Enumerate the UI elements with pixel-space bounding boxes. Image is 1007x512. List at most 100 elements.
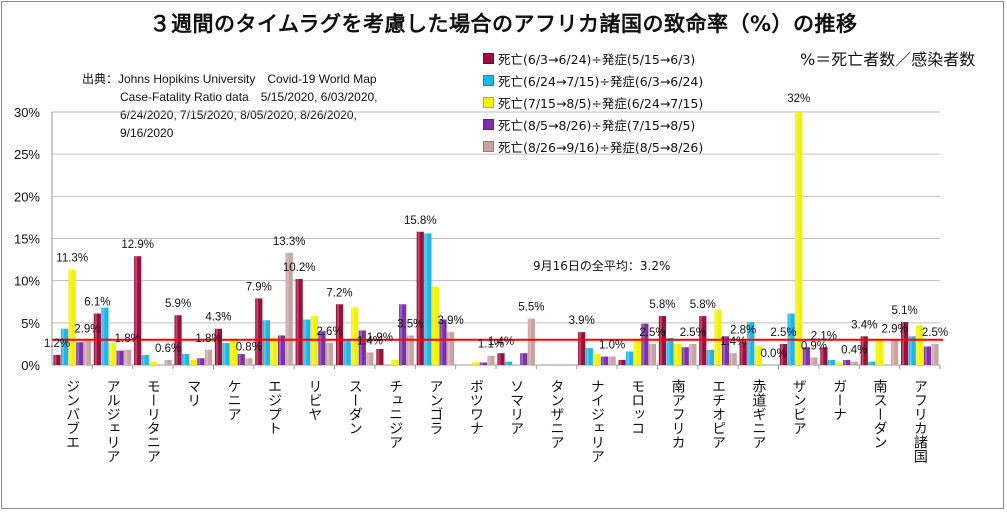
bar-highlight xyxy=(473,362,476,365)
bar-highlight xyxy=(667,338,670,365)
bar xyxy=(230,338,238,365)
bar xyxy=(860,336,868,365)
bar xyxy=(343,339,351,365)
bar-highlight xyxy=(828,359,831,365)
bar-highlight xyxy=(205,349,208,365)
bar xyxy=(108,343,117,365)
legend: 死亡(6/3→6/24)÷発症(5/15→6/3) 死亡(6/24→7/15)÷… xyxy=(483,47,703,157)
bar-highlight xyxy=(780,343,783,365)
bar-highlight xyxy=(231,338,234,365)
data-label: 1.4% xyxy=(720,336,746,348)
bar xyxy=(810,357,818,365)
x-tick-label: タンザニア xyxy=(549,379,565,449)
bar-highlight xyxy=(142,354,145,365)
data-label: 5.8% xyxy=(649,299,675,311)
data-label: 1.0% xyxy=(599,340,625,352)
bar xyxy=(439,319,447,365)
bar-highlight xyxy=(407,335,410,365)
legend-label: 死亡(6/24→7/15)÷発症(6/3→6/24) xyxy=(498,73,704,89)
bar xyxy=(237,354,245,365)
bar-highlight xyxy=(392,359,395,365)
bar-highlight xyxy=(892,340,895,365)
data-label: 2.5% xyxy=(922,327,948,339)
bar-highlight xyxy=(400,304,403,365)
bar xyxy=(729,353,737,365)
bar xyxy=(633,340,641,365)
data-label: 2.6% xyxy=(316,326,342,338)
bar xyxy=(204,349,213,365)
bar xyxy=(739,341,747,365)
bar-highlight xyxy=(296,278,299,365)
data-label: 5.1% xyxy=(892,305,918,317)
bar-highlight xyxy=(748,321,751,365)
bar-highlight xyxy=(480,362,483,365)
bar-highlight xyxy=(836,362,839,365)
x-tick-label: マリ xyxy=(185,379,201,407)
y-tick-label: 30% xyxy=(14,105,40,120)
bar xyxy=(779,343,788,365)
bar xyxy=(416,231,424,365)
legend-label: 死亡(6/3→6/24)÷発症(5/15→6/3) xyxy=(498,51,696,67)
bar-highlight xyxy=(924,346,927,365)
data-label: 5.8% xyxy=(690,299,716,311)
bar xyxy=(908,336,916,365)
x-tick-label: エチオピア xyxy=(710,379,726,449)
bar-highlight xyxy=(796,112,799,365)
bar xyxy=(335,304,344,365)
bar-highlight xyxy=(803,347,806,365)
x-tick-label: 南スーダン xyxy=(871,379,887,449)
y-tick-label: 25% xyxy=(14,147,40,162)
x-tick-label: ケニア xyxy=(226,379,242,421)
bar xyxy=(875,340,884,365)
bar xyxy=(295,278,303,365)
bar-highlight xyxy=(521,353,524,365)
legend-label: 死亡(7/15→8/5)÷発症(6/24→7/15) xyxy=(498,95,704,111)
bar-highlight xyxy=(715,310,718,365)
bar-highlight xyxy=(909,336,912,365)
bar-highlight xyxy=(190,359,193,365)
bar xyxy=(850,361,858,365)
legend-item: 死亡(8/5→8/26)÷発症(7/15→8/5) xyxy=(483,113,703,135)
data-label: 7.2% xyxy=(326,287,352,299)
bar xyxy=(714,310,722,365)
x-tick-label: エジプト xyxy=(266,379,282,435)
data-label: 12.9% xyxy=(121,239,154,251)
x-tick-label: アンゴラ xyxy=(427,379,443,435)
bar xyxy=(325,343,334,365)
source-line: 出典：Johns Hopikins University Covid-19 Wo… xyxy=(82,72,377,86)
bar-highlight xyxy=(917,325,920,365)
x-tick-label: アルジェリア xyxy=(105,379,121,463)
bar-highlight xyxy=(811,357,814,365)
bar xyxy=(835,362,843,365)
bar-highlight xyxy=(417,231,420,365)
chart-title: ３週間のタイムラグを考慮した場合のアフリカ諸国の致命率（%）の推移 xyxy=(149,12,858,36)
data-label: 1.4% xyxy=(357,335,383,347)
bar xyxy=(76,342,84,365)
bar-highlight xyxy=(619,359,622,365)
bar xyxy=(83,340,91,365)
bar-highlight xyxy=(528,318,531,365)
data-label: 13.3% xyxy=(273,236,306,248)
bar-highlight xyxy=(352,307,355,365)
bar-highlight xyxy=(594,354,597,365)
bar-highlight xyxy=(634,340,637,365)
bar-highlight xyxy=(304,319,307,365)
x-tick-label: アフリカ諸国 xyxy=(912,379,928,463)
bar-highlight xyxy=(377,348,380,365)
bar-highlight xyxy=(755,345,758,365)
bar-highlight xyxy=(821,347,824,365)
data-label: 2.5% xyxy=(680,327,706,339)
data-label: 0.4% xyxy=(841,345,867,357)
bar xyxy=(399,304,407,365)
bar-highlight xyxy=(609,356,612,365)
x-tick-label: 南アフリカ xyxy=(670,379,686,449)
bar xyxy=(406,335,414,365)
bar xyxy=(666,338,674,365)
bar-highlight xyxy=(425,233,428,365)
bar-highlight xyxy=(579,332,582,365)
bar-highlight xyxy=(498,353,501,365)
bar-highlight xyxy=(649,343,652,365)
data-label: 3.9% xyxy=(569,315,595,327)
bar-highlight xyxy=(69,269,72,365)
bar xyxy=(255,298,263,365)
